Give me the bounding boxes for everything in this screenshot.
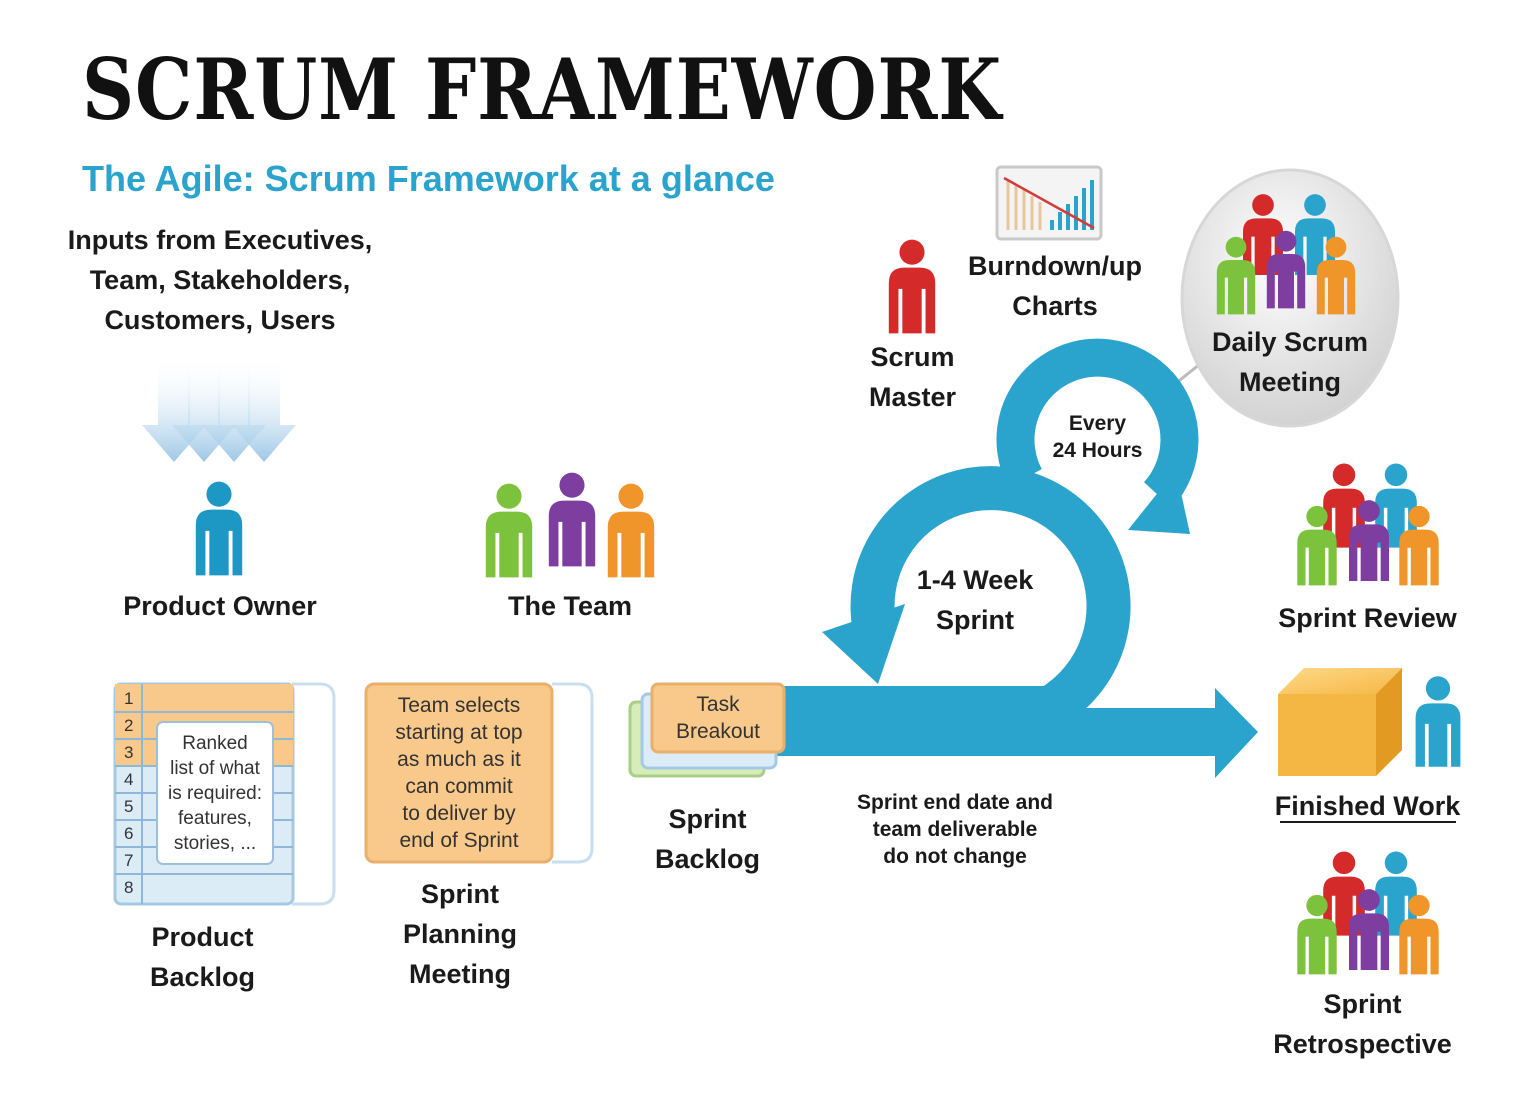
sprint-cycle-label: 1-4 Week Sprint: [916, 565, 1034, 635]
sprint-planning-label: Sprint Planning Meeting: [403, 879, 517, 989]
backlog-note: Ranked list of what is required: feature…: [168, 733, 262, 854]
burndown-chart-icon: [995, 165, 1103, 241]
product-owner-icon: [195, 481, 243, 576]
finished-work-box-icon: [1278, 668, 1402, 776]
inputs-label: Inputs from Executives, Team, Stakeholde…: [67, 225, 373, 335]
backlog-row-number: 4: [124, 770, 134, 789]
scrum-master-icon: [888, 239, 936, 334]
backlog-row-number: 1: [124, 689, 134, 708]
scrum-master-label: Scrum Master: [868, 342, 957, 412]
finished-work-person-icon: [1415, 676, 1461, 767]
page-title: SCRUM FRAMEWORK: [82, 40, 1002, 139]
sprint-review-label: Sprint Review: [1278, 603, 1457, 633]
backlog-row-number: 3: [124, 743, 134, 762]
sprint-planning-note: Team selects starting at top as much as …: [395, 694, 523, 852]
sprint-end-note: Sprint end date and team deliverable do …: [856, 791, 1053, 868]
page-subtitle: The Agile: Scrum Framework at a glance: [82, 158, 775, 199]
team-icon: [485, 472, 655, 578]
sprint-backlog-stack: [628, 682, 786, 778]
sprint-cycle-arrow-icon: [775, 466, 1258, 778]
sprint-retrospective-label: Sprint Retrospective: [1273, 989, 1452, 1059]
backlog-row-number: 7: [124, 851, 134, 870]
backlog-row-number: 8: [124, 878, 134, 897]
backlog-row-number: 6: [124, 824, 134, 843]
task-breakout-note: Task Breakout: [675, 693, 761, 743]
backlog-row-number: 2: [124, 716, 134, 735]
product-owner-label: Product Owner: [123, 591, 317, 621]
sprint-review-icon: [1297, 463, 1439, 586]
finished-work-label: Finished Work: [1274, 791, 1461, 821]
input-arrows-icon: [142, 355, 296, 462]
daily-scrum-label: Daily Scrum Meeting: [1211, 327, 1369, 397]
product-backlog-label: Product Backlog: [149, 922, 256, 992]
sprint-backlog-label: Sprint Backlog: [654, 804, 761, 874]
product-backlog-list: [113, 682, 336, 906]
sprint-planning-box: [364, 682, 594, 864]
every-24-hours-label: Every 24 Hours: [1052, 412, 1143, 462]
the-team-label: The Team: [507, 591, 633, 621]
backlog-row-number: 5: [124, 797, 134, 816]
daily-cycle-arrow-icon: [996, 338, 1199, 534]
burndown-label: Burndown/up Charts: [968, 251, 1142, 321]
sprint-retrospective-icon: [1297, 851, 1439, 975]
